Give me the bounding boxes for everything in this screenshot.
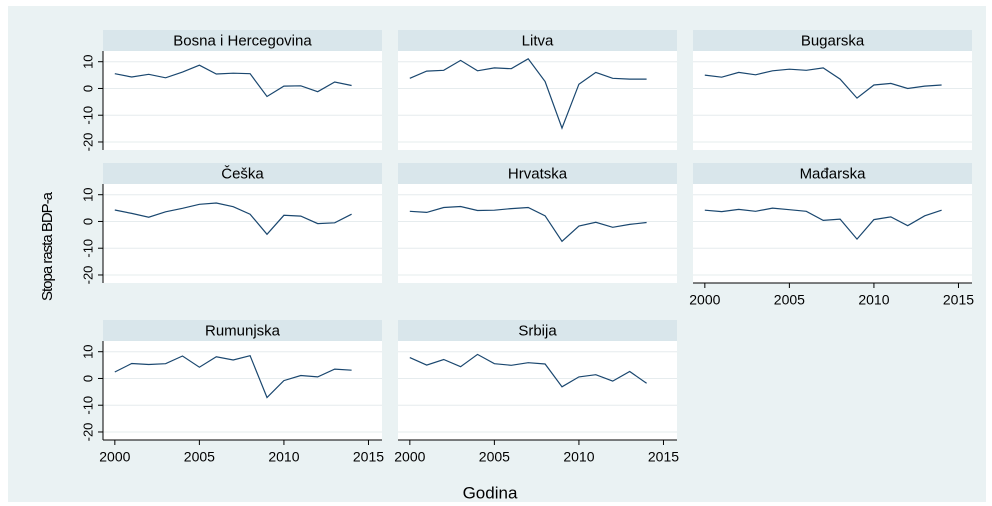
- y-axis-label: Stopa rasta BDP-a: [39, 191, 56, 301]
- x-tick-label: 2000: [99, 449, 130, 465]
- panel-header: [398, 320, 677, 341]
- x-tick-label: 2000: [689, 292, 720, 308]
- panel-plot: [398, 341, 677, 440]
- x-tick-label: 2010: [563, 449, 594, 465]
- y-tick-label: 0: [80, 218, 95, 225]
- x-tick-label: 2015: [943, 292, 974, 308]
- panel-plot: [103, 51, 382, 150]
- x-axis-label: Godina: [463, 483, 518, 502]
- panel-header: [103, 30, 382, 51]
- series-line: [114, 64, 352, 98]
- panel-header: [103, 163, 382, 184]
- panel-plot: [103, 341, 382, 440]
- panel-plot: [398, 184, 677, 283]
- series-line: [704, 207, 942, 241]
- y-tick-label: 10: [80, 187, 95, 201]
- panel-title: Hrvatska: [508, 165, 568, 182]
- x-tick-label: 2005: [479, 449, 510, 465]
- panel-plot: [398, 51, 677, 150]
- panel-title: Litva: [522, 32, 554, 49]
- y-tick-label: -10: [80, 396, 95, 415]
- panel-title: Češka: [221, 165, 264, 182]
- panel-title: Mađarska: [800, 165, 867, 182]
- y-tick-label: 0: [80, 85, 95, 92]
- y-tick-label: 10: [80, 54, 95, 68]
- y-tick-label: -20: [80, 423, 95, 442]
- panel-header: [693, 30, 972, 51]
- y-tick-label: -20: [80, 266, 95, 285]
- panel-header: [103, 320, 382, 341]
- y-tick-label: -20: [80, 133, 95, 152]
- y-tick-label: 0: [80, 375, 95, 382]
- series-line: [704, 67, 942, 99]
- y-tick-label: -10: [80, 106, 95, 125]
- series-line: [409, 58, 647, 130]
- y-tick-label: -10: [80, 239, 95, 258]
- y-tick-label: 10: [80, 344, 95, 358]
- x-tick-label: 2005: [184, 449, 215, 465]
- x-tick-label: 2015: [648, 449, 679, 465]
- panel-plot: [103, 184, 382, 283]
- panel-header: [398, 30, 677, 51]
- x-tick-label: 2005: [774, 292, 805, 308]
- x-tick-label: 2010: [858, 292, 889, 308]
- panel-plot: [693, 51, 972, 150]
- panel-title: Rumunjska: [205, 322, 281, 339]
- series-line: [114, 202, 352, 236]
- panel-header: [693, 163, 972, 184]
- x-tick-label: 2010: [268, 449, 299, 465]
- panel-header: [398, 163, 677, 184]
- series-line: [114, 354, 352, 399]
- panel-title: Bosna i Hercegovina: [173, 32, 312, 49]
- series-line: [409, 205, 647, 243]
- panel-title: Srbija: [518, 322, 557, 339]
- series-line: [409, 353, 647, 388]
- x-tick-label: 2015: [353, 449, 384, 465]
- x-tick-label: 2000: [394, 449, 425, 465]
- panel-plot: [693, 184, 972, 283]
- panel-title: Bugarska: [801, 32, 865, 49]
